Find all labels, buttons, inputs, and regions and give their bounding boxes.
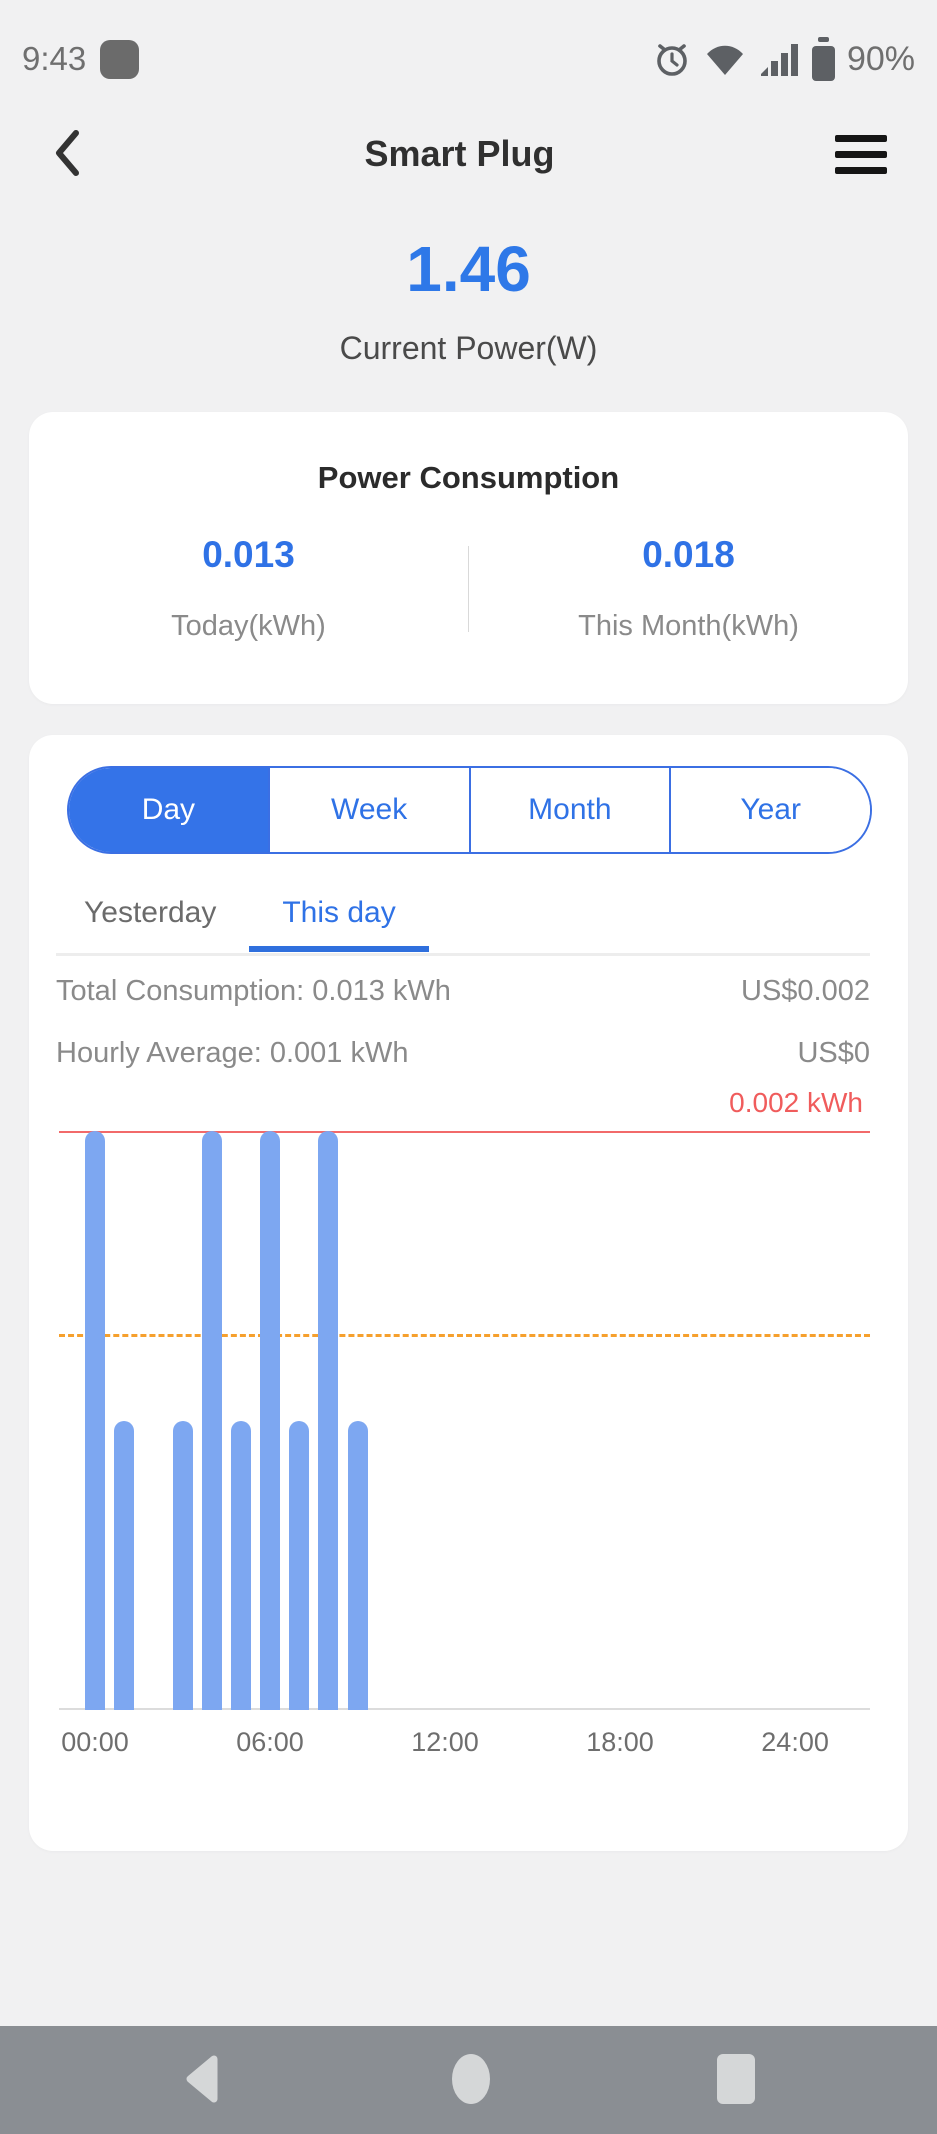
x-tick-18:00: 18:00: [586, 1727, 654, 1757]
nav-back-button[interactable]: [176, 2048, 230, 2113]
today-stat: 0.013 Today(kWh): [29, 534, 468, 643]
alarm-icon: [652, 39, 692, 79]
status-bar-right: 90%: [652, 36, 915, 82]
nav-recents-button[interactable]: [711, 2048, 761, 2113]
bar-hour-0: [85, 1131, 105, 1710]
tabs-divider: [56, 953, 870, 956]
x-tick-06:00: 06:00: [236, 1727, 304, 1757]
x-tick-12:00: 12:00: [411, 1727, 479, 1757]
back-button[interactable]: [44, 121, 90, 188]
home-icon: [450, 2052, 492, 2109]
bar-hour-6: [260, 1131, 281, 1710]
cellular-signal-icon: [758, 39, 800, 79]
tab-this-day[interactable]: This day: [249, 880, 429, 952]
x-tick-24:00: 24:00: [761, 1727, 829, 1757]
header: Smart Plug: [0, 122, 937, 186]
bar-hour-7: [289, 1420, 310, 1710]
current-power-value: 1.46: [406, 233, 531, 305]
consumption-stats-row: 0.013 Today(kWh) 0.018 This Month(kWh): [29, 534, 908, 643]
tab-yesterday[interactable]: Yesterday: [51, 880, 249, 952]
current-power-label: Current Power(W): [339, 330, 598, 366]
limit-line: [59, 1131, 870, 1133]
average-dashed-line: [59, 1333, 870, 1337]
back-icon: [180, 2052, 226, 2109]
total-consumption-row: Total Consumption: 0.013 kWh US$0.002: [56, 975, 870, 1008]
hourly-average-cost: US$0: [797, 1037, 870, 1069]
current-power-section: 1.46 Current Power(W): [0, 234, 937, 367]
bar-hour-9: [347, 1420, 368, 1710]
consumption-card-title: Power Consumption: [317, 460, 620, 495]
max-value-label: 0.002 kWh: [729, 1087, 863, 1118]
power-consumption-card: Power Consumption 0.013 Today(kWh) 0.018…: [29, 412, 908, 704]
page-title: Smart Plug: [364, 133, 555, 174]
total-consumption-cost: US$0.002: [741, 975, 870, 1007]
chart-plot: [59, 1131, 870, 1710]
hourly-average-text: Hourly Average: 0.001 kWh: [56, 1037, 409, 1069]
android-nav-bar: [0, 2026, 937, 2134]
bar-hour-3: [172, 1420, 193, 1710]
battery-icon: [810, 36, 837, 82]
x-tick-00:00: 00:00: [61, 1727, 129, 1757]
tab-month[interactable]: Month: [468, 768, 670, 852]
hamburger-icon: [834, 134, 887, 174]
stats-divider: [468, 545, 469, 632]
hourly-average-row: Hourly Average: 0.001 kWh US$0: [56, 1037, 870, 1070]
menu-button[interactable]: [829, 129, 893, 180]
chevron-left-icon: [50, 127, 84, 182]
status-bar-left: 9:43: [22, 39, 140, 79]
day-sub-tabs: Yesterday This day: [51, 880, 429, 952]
bar-hour-5: [230, 1420, 251, 1710]
notification-app-icon: [100, 39, 140, 79]
bar-hour-8: [318, 1131, 339, 1710]
today-label: Today(kWh): [171, 610, 326, 642]
chart-card: Day Week Month Year Yesterday This day T…: [29, 735, 908, 1851]
battery-percent: 90%: [846, 39, 915, 78]
range-segmented-control: Day Week Month Year: [67, 766, 872, 854]
bar-hour-4: [201, 1131, 222, 1710]
tab-year[interactable]: Year: [669, 768, 870, 852]
x-axis-line: [59, 1708, 870, 1710]
tab-week[interactable]: Week: [267, 768, 469, 852]
wifi-icon: [702, 39, 748, 79]
total-consumption-text: Total Consumption: 0.013 kWh: [56, 975, 451, 1007]
status-time: 9:43: [22, 40, 87, 77]
status-bar: 9:43: [0, 0, 937, 92]
month-stat: 0.018 This Month(kWh): [469, 534, 908, 643]
x-axis-labels: 00:00 06:00 12:00 18:00 24:00: [59, 1727, 870, 1767]
bar-hour-1: [114, 1420, 135, 1710]
month-label: This Month(kWh): [578, 610, 799, 642]
tab-day[interactable]: Day: [69, 768, 268, 852]
month-value: 0.018: [642, 534, 735, 575]
today-value: 0.013: [202, 534, 295, 575]
recents-icon: [715, 2052, 757, 2109]
nav-home-button[interactable]: [446, 2048, 496, 2113]
